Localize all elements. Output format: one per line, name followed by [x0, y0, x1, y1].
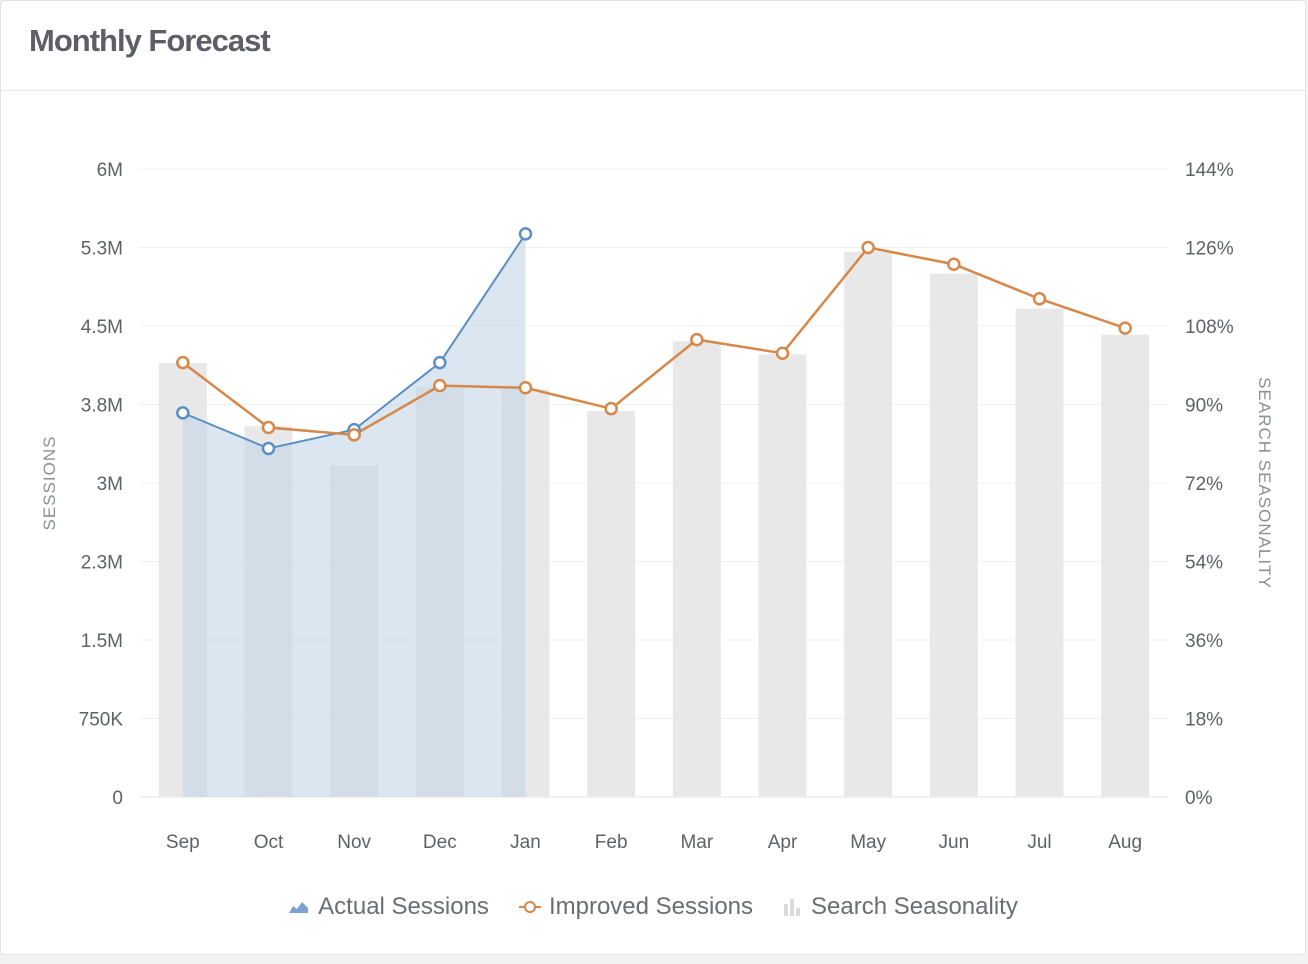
right-tick-label: 108%	[1185, 317, 1234, 338]
right-tick-label: 126%	[1185, 239, 1234, 260]
improved-sessions-point[interactable]	[433, 378, 447, 393]
x-tick-label: Mar	[680, 832, 713, 853]
legend-improved-sessions[interactable]: Improved Sessions	[518, 893, 754, 921]
x-tick-label: Feb	[595, 832, 628, 853]
legend-label: Improved Sessions	[548, 893, 754, 920]
left-axis-title: SESSIONS	[40, 436, 59, 531]
x-tick-label: Jul	[1027, 832, 1051, 853]
improved-sessions-point[interactable]	[861, 240, 875, 255]
area-chart-icon	[289, 902, 309, 913]
improved-sessions-point[interactable]	[1032, 292, 1047, 306]
left-tick-label: 6M	[97, 160, 123, 181]
improved-sessions-point[interactable]	[261, 420, 276, 435]
actual-sessions-point[interactable]	[433, 355, 447, 370]
improved-sessions-point[interactable]	[1118, 321, 1132, 335]
series-points	[176, 227, 1132, 456]
seasonality-bar[interactable]	[844, 251, 893, 798]
left-tick-label: 2.3M	[81, 553, 123, 574]
seasonality-bar[interactable]	[587, 411, 636, 797]
right-tick-label: 0%	[1185, 788, 1213, 809]
improved-sessions-point[interactable]	[690, 332, 704, 347]
left-tick-label: 0	[112, 788, 123, 809]
improved-sessions-point[interactable]	[775, 346, 790, 360]
seasonality-bar[interactable]	[758, 354, 807, 797]
legend-actual-sessions[interactable]: Actual Sessions	[288, 893, 489, 921]
x-tick-label: Apr	[768, 832, 798, 853]
seasonality-bar[interactable]	[1101, 334, 1150, 797]
x-tick-label: Oct	[254, 832, 284, 853]
left-tick-label: 3M	[97, 474, 123, 495]
legend-label: Search Seasonality	[811, 893, 1018, 920]
right-tick-label: 54%	[1185, 553, 1223, 574]
improved-sessions-point[interactable]	[604, 401, 618, 416]
x-axis-ticks: Sep Oct Nov Dec Jan Feb Mar Apr May Jun Jul Aug	[166, 832, 1142, 853]
left-tick-label: 1.5M	[81, 631, 123, 652]
series-lines	[182, 233, 1126, 450]
card-title: Monthly Forecast	[29, 23, 271, 58]
legend-search-seasonality[interactable]: Search Seasonality	[783, 893, 1018, 921]
left-tick-label: 3.8M	[81, 396, 123, 417]
x-tick-label: Jun	[939, 832, 970, 853]
seasonality-bar[interactable]	[1015, 308, 1064, 797]
improved-sessions-point[interactable]	[947, 257, 961, 271]
right-axis-title: SEARCH SEASONALITY	[1255, 377, 1274, 589]
card-header: Monthly Forecast	[1, 1, 1305, 91]
actual-sessions-point[interactable]	[518, 227, 533, 241]
right-tick-label: 18%	[1185, 710, 1223, 731]
right-tick-label: 144%	[1185, 160, 1234, 181]
seasonality-bar[interactable]	[672, 341, 721, 797]
bar-chart-icon	[784, 899, 801, 916]
line-marker-icon	[518, 901, 541, 913]
left-tick-label: 4.5M	[81, 317, 123, 338]
left-tick-label: 750K	[79, 710, 124, 731]
actual-sessions-point[interactable]	[176, 406, 190, 420]
left-tick-label: 5.3M	[81, 239, 123, 260]
improved-sessions-point[interactable]	[518, 381, 533, 395]
x-tick-label: Dec	[423, 832, 457, 853]
improved-sessions-point[interactable]	[176, 355, 190, 370]
x-tick-label: Jan	[510, 832, 541, 853]
actual-sessions-area	[182, 233, 526, 798]
improved-sessions-line	[182, 246, 1126, 437]
right-axis-ticks: 0% 18% 36% 54% 72% 90% 108% 126% 144%	[1185, 160, 1234, 809]
actual-sessions-fill	[182, 233, 526, 798]
legend-label: Actual Sessions	[318, 893, 489, 920]
right-tick-label: 72%	[1185, 474, 1223, 495]
improved-sessions-point[interactable]	[347, 428, 361, 442]
x-tick-label: Sep	[166, 832, 200, 853]
seasonality-bar[interactable]	[929, 273, 978, 798]
chart-legend: Actual Sessions Improved Sessions Search…	[0, 893, 1306, 921]
right-tick-label: 90%	[1185, 396, 1223, 417]
x-tick-label: Nov	[337, 832, 371, 853]
x-tick-label: May	[850, 832, 886, 853]
actual-sessions-point[interactable]	[261, 441, 276, 456]
x-tick-label: Aug	[1108, 832, 1142, 853]
right-tick-label: 36%	[1185, 631, 1223, 652]
left-axis-ticks: 0 750K 1.5M 2.3M 3M 3.8M 4.5M 5.3M 6M	[79, 160, 124, 809]
